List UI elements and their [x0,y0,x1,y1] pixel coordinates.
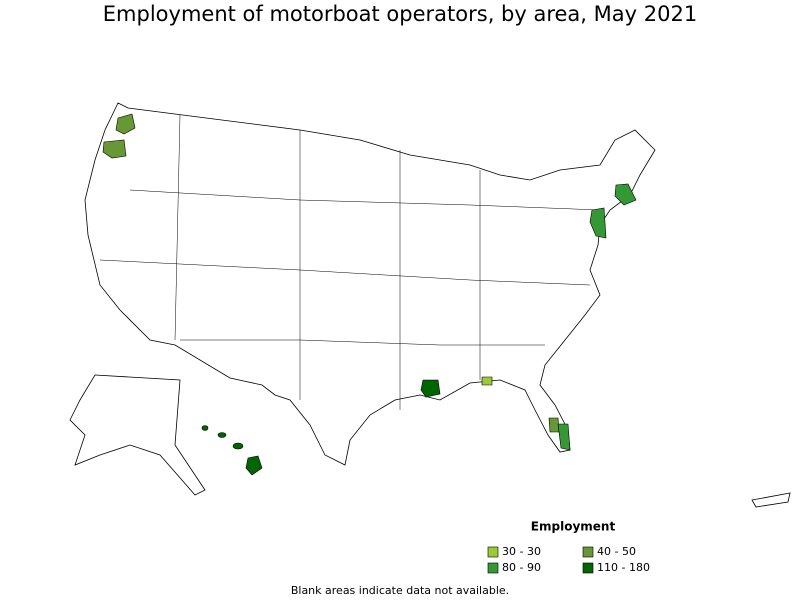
footnote: Blank areas indicate data not available. [291,584,509,597]
legend-swatch [582,562,594,574]
area-massachusetts [614,183,637,206]
alaska [69,374,206,496]
map [69,102,791,508]
puerto-rico [751,492,791,508]
legend-swatch [487,546,499,558]
legend-label: 110 - 180 [597,561,650,574]
area-houston [420,379,441,398]
area-portland [102,139,127,159]
legend-swatch [487,562,499,574]
area-hawaii-kauai [201,425,209,431]
area-hawaii-maui [232,442,244,450]
legend-label: 40 - 50 [597,545,636,558]
area-seattle [115,113,136,135]
area-borders [99,114,601,410]
area-new-jersey [589,207,607,239]
legend-title: Employment [531,520,616,534]
area-gulf [481,376,493,386]
legend: Employment 30 - 30 40 - 50 80 - 90 110 - 18… [487,520,650,574]
area-hawaii-big [245,455,263,476]
map-title: Employment of motorboat operators, by ar… [103,2,697,26]
area-hawaii-oahu [217,432,227,438]
area-miami [557,423,571,451]
legend-swatch [582,546,594,558]
legend-label: 30 - 30 [502,545,541,558]
area-tampa [548,417,560,433]
legend-label: 80 - 90 [502,561,541,574]
